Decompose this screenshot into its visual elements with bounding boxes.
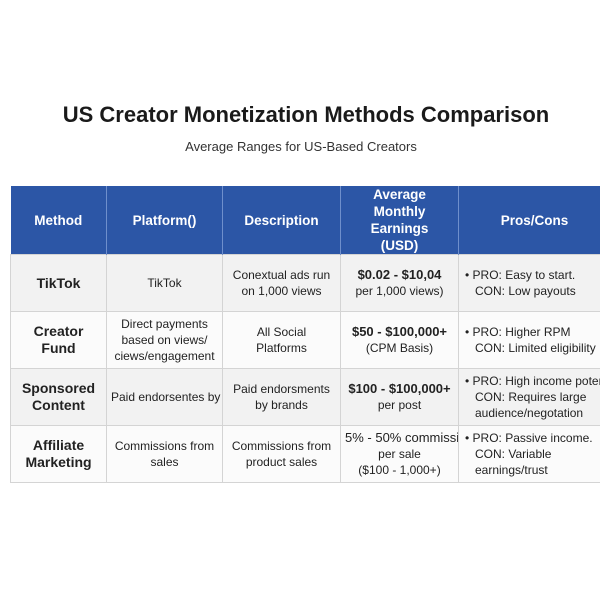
table-cell: Paid endorsments by brands bbox=[222, 368, 341, 426]
cell-line: Direct payments bbox=[121, 317, 208, 331]
table-cell: $50 - $100,000+ (CPM Basis) bbox=[340, 311, 459, 369]
cell-line: CON: Requires large bbox=[475, 390, 587, 404]
cell-line: product sales bbox=[245, 455, 318, 469]
cell-line: Sponsored bbox=[21, 380, 96, 396]
column-header: Average Monthly Earnings (USD) bbox=[340, 186, 459, 255]
table-cell: • PRO: Higher RPM CON: Limited eligibilit… bbox=[458, 311, 600, 369]
table-row: Sponsored Content Paid endorsentes by Paid … bbox=[10, 368, 600, 426]
column-header: Platform() bbox=[106, 186, 223, 255]
cell-line: TikTok bbox=[36, 274, 81, 291]
table-cell: Direct payments based on views/ciews/enga… bbox=[106, 311, 223, 369]
table-row: Creator Fund Direct payments based on views… bbox=[10, 311, 600, 369]
cell-line: audience/negotation bbox=[475, 406, 584, 420]
cell-line: (CPM Basis) bbox=[365, 341, 434, 355]
comparison-table: Method Platform() Description Average Monthl… bbox=[10, 186, 600, 483]
cell-line: earnings/trust bbox=[475, 463, 548, 477]
cell-line: Paid endorsments bbox=[233, 382, 330, 396]
cell-line: Affiliate bbox=[32, 437, 85, 453]
cell-line: • PRO: High income potential bbox=[465, 374, 600, 388]
table-cell: $100 - $100,000+ per post bbox=[340, 368, 459, 426]
cell-line: • PRO: Easy to start. bbox=[465, 268, 576, 282]
table-cell: Creator Fund bbox=[10, 311, 107, 369]
table-cell: $0.02 - $10,04 per 1,000 views) bbox=[340, 254, 459, 312]
cell-line: Pros/Cons bbox=[500, 212, 569, 228]
table-cell: • PRO: Passive income. CON: Variable earni… bbox=[458, 425, 600, 483]
table-cell: Commissions from sales bbox=[106, 425, 223, 483]
cell-line: Content bbox=[32, 397, 85, 413]
cell-line: ($100 - 1,000+) bbox=[358, 463, 441, 477]
cell-line: Fund bbox=[41, 340, 76, 356]
table-cell: TikTok bbox=[106, 254, 223, 312]
table-row: Affiliate Marketing Commissions from sales C… bbox=[10, 425, 600, 483]
cell-line: Conextual ads run bbox=[232, 268, 331, 282]
cell-line: Average bbox=[373, 187, 426, 202]
table-cell: Sponsored Content bbox=[10, 368, 107, 426]
cell-line: per sale bbox=[378, 447, 421, 461]
cell-line: ciews/engagement bbox=[114, 349, 215, 363]
cell-line: (USD) bbox=[380, 238, 419, 253]
cell-line: Description bbox=[244, 212, 319, 228]
cell-line: Creator bbox=[33, 323, 84, 339]
table-cell: Paid endorsentes by bbox=[106, 368, 223, 426]
cell-line: TikTok bbox=[147, 276, 182, 290]
cell-line: Platforms bbox=[256, 341, 307, 355]
cell-line: $100 - $100,000+ bbox=[348, 381, 451, 396]
title: US Creator Monetization Methods Comparis… bbox=[62, 102, 550, 127]
column-header: Pros/Cons bbox=[458, 186, 600, 255]
cell-line: Method bbox=[34, 212, 83, 228]
cell-line: Marketing bbox=[25, 454, 92, 470]
table-cell: 5% - 50% commission per sale ($100 - 1,000… bbox=[340, 425, 459, 483]
cell-line: $50 - $100,000+ bbox=[351, 324, 448, 339]
cell-line: CON: Limited eligibility bbox=[475, 341, 596, 355]
cell-line: Commissions from bbox=[231, 439, 332, 453]
table-cell: Conextual ads run on 1,000 views bbox=[222, 254, 341, 312]
table-cell: Commissions from product sales bbox=[222, 425, 341, 483]
table-cell: • PRO: Easy to start. CON: Low payouts bbox=[458, 254, 600, 312]
cell-line: Platform() bbox=[132, 212, 197, 228]
cell-line: Commissions from bbox=[114, 439, 215, 453]
cell-line: • PRO: Higher RPM bbox=[465, 325, 571, 339]
cell-line: CON: Low payouts bbox=[475, 284, 576, 298]
table-cell: Affiliate Marketing bbox=[10, 425, 107, 483]
cell-line: by brands bbox=[255, 398, 308, 412]
cell-line: sales bbox=[150, 455, 179, 469]
table-body: TikTok TikTok Conextual ads run on 1,000 vi… bbox=[10, 254, 600, 483]
table-cell: TikTok bbox=[10, 254, 107, 312]
cell-line: All Social bbox=[256, 325, 307, 339]
cell-line: on 1,000 views bbox=[241, 284, 322, 298]
table-cell: • PRO: High income potential CON: Require… bbox=[458, 368, 600, 426]
header-row: Method Platform() Description Average Monthl… bbox=[10, 186, 600, 255]
column-header: Method bbox=[10, 186, 107, 255]
cell-line: based on views/ bbox=[121, 333, 208, 347]
cell-line: per 1,000 views) bbox=[355, 284, 444, 298]
subtitle: Average Ranges for US-Based Creators bbox=[185, 139, 417, 154]
cell-line: $0.02 - $10,04 bbox=[357, 267, 442, 282]
table-row: TikTok TikTok Conextual ads run on 1,000 vi… bbox=[10, 254, 600, 312]
column-header: Description bbox=[222, 186, 341, 255]
cell-line: 5% - 50% commission bbox=[345, 430, 458, 445]
cell-line: Monthly Earnings bbox=[370, 204, 429, 236]
cell-line: Paid endorsentes by bbox=[111, 390, 221, 404]
cell-line: per post bbox=[377, 398, 422, 412]
table-cell: All Social Platforms bbox=[222, 311, 341, 369]
cell-line: • PRO: Passive income. bbox=[465, 431, 593, 445]
cell-line: CON: Variable bbox=[475, 447, 552, 461]
